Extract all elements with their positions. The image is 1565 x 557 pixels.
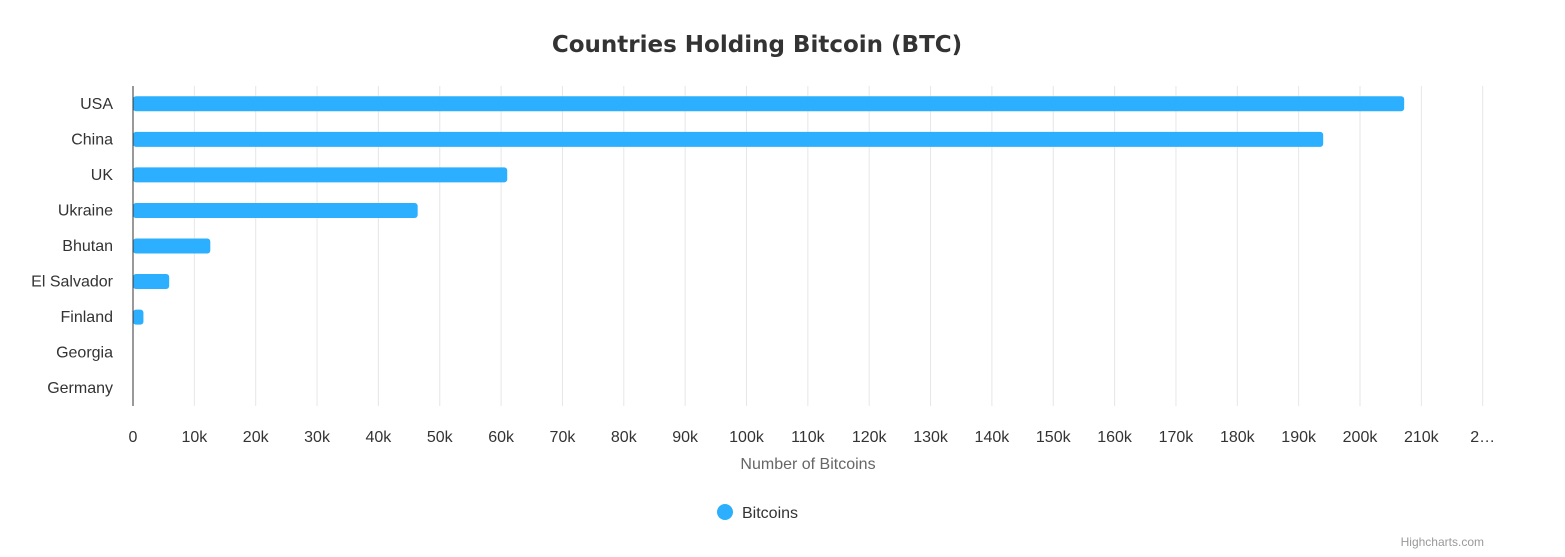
legend-marker[interactable] bbox=[717, 504, 733, 520]
x-tick-label: 50k bbox=[427, 429, 454, 446]
x-tick-label: 80k bbox=[611, 429, 638, 446]
x-tick-label: 120k bbox=[852, 429, 888, 446]
category-label: Germany bbox=[47, 380, 113, 397]
x-tick-label: 180k bbox=[1220, 429, 1256, 446]
x-tick-label: 70k bbox=[550, 429, 577, 446]
x-tick-label: 200k bbox=[1343, 429, 1379, 446]
legend[interactable]: Bitcoins bbox=[717, 504, 798, 522]
x-tick-label: 100k bbox=[729, 429, 765, 446]
x-tick-label: 30k bbox=[304, 429, 331, 446]
x-tick-label: 60k bbox=[488, 429, 515, 446]
x-tick-label: 140k bbox=[975, 429, 1011, 446]
chart-title: Countries Holding Bitcoin (BTC) bbox=[552, 32, 962, 58]
x-tick-label: 110k bbox=[791, 429, 826, 446]
x-tick-label: 150k bbox=[1036, 429, 1072, 446]
x-tick-label: 40k bbox=[366, 429, 393, 446]
x-tick-label: 210k bbox=[1404, 429, 1440, 446]
bar-uk[interactable] bbox=[133, 167, 508, 183]
bar-bhutan[interactable] bbox=[133, 238, 211, 254]
x-tick-labels: 0 10k 20k 30k 40k 50k 60k 70k 80k 90k 100k 110k 120k… bbox=[129, 429, 1496, 446]
category-label: Georgia bbox=[56, 345, 113, 362]
category-labels: USA China UK Ukraine Bhutan El Salvador Finlan… bbox=[31, 96, 113, 397]
bar-usa[interactable] bbox=[133, 96, 1405, 112]
bar-finland[interactable] bbox=[133, 309, 144, 325]
category-label: Bhutan bbox=[62, 238, 113, 255]
x-tick-label: 2… bbox=[1470, 429, 1495, 446]
bar-series[interactable] bbox=[133, 96, 1405, 325]
x-tick-label: 190k bbox=[1281, 429, 1317, 446]
x-axis-title: Number of Bitcoins bbox=[740, 456, 875, 473]
x-tick-label: 20k bbox=[243, 429, 270, 446]
x-tick-label: 130k bbox=[913, 429, 949, 446]
x-tick-label: 10k bbox=[181, 429, 208, 446]
x-tick-label: 160k bbox=[1097, 429, 1133, 446]
x-tick-label: 0 bbox=[129, 429, 138, 446]
bar-china[interactable] bbox=[133, 131, 1324, 147]
category-label: Finland bbox=[61, 309, 113, 326]
x-tick-label: 170k bbox=[1159, 429, 1195, 446]
bar-el-salvador[interactable] bbox=[133, 274, 170, 290]
x-tick-label: 90k bbox=[672, 429, 699, 446]
category-label: El Salvador bbox=[31, 274, 113, 291]
legend-label[interactable]: Bitcoins bbox=[742, 505, 798, 522]
category-label: USA bbox=[80, 96, 113, 113]
bar-ukraine[interactable] bbox=[133, 202, 418, 218]
category-label: Ukraine bbox=[58, 202, 113, 219]
category-label: UK bbox=[91, 167, 114, 184]
category-label: China bbox=[71, 131, 113, 148]
credits-link[interactable]: Highcharts.com bbox=[1401, 535, 1484, 549]
